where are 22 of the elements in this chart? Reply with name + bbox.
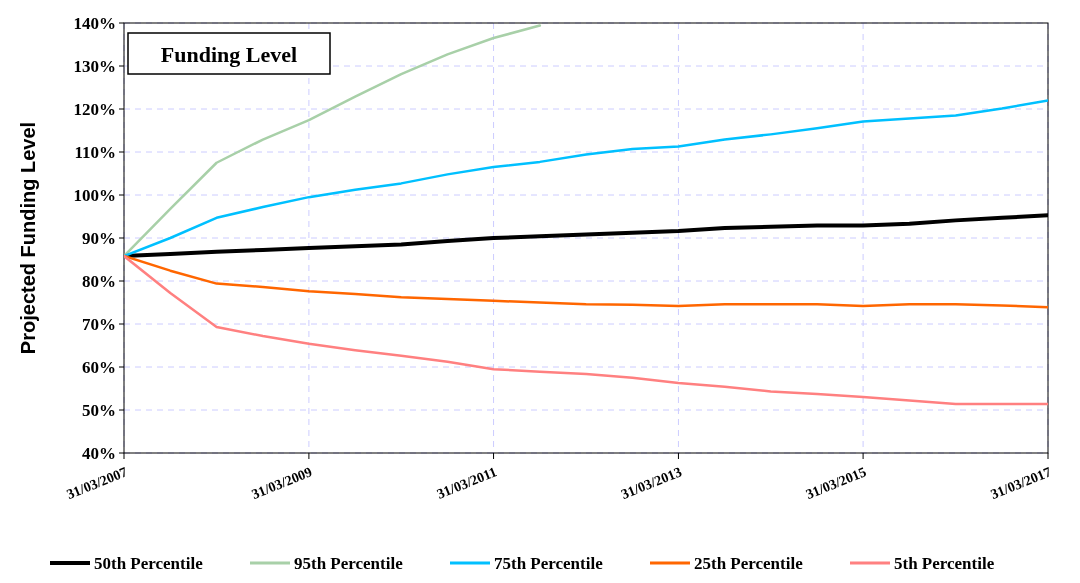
line-series [124, 99, 1048, 258]
y-axis-title: Projected Funding Level [17, 121, 39, 355]
y-tick-label: 130% [73, 56, 116, 76]
legend-label: 95th Percentile [294, 553, 404, 573]
y-tick-label: 100% [73, 185, 116, 205]
y-tick-label: 70% [82, 314, 116, 334]
y-tick-label: 120% [73, 99, 116, 119]
y-tick-label: 60% [82, 357, 116, 377]
line-series [124, 254, 1048, 406]
y-tick-label: 80% [82, 271, 116, 291]
y-tick-label: 50% [82, 400, 116, 420]
y-tick-label: 40% [82, 443, 116, 463]
y-tick-label: 140% [73, 13, 116, 33]
legend-label: 50th Percentile [94, 553, 204, 573]
line-series [124, 24, 542, 258]
legend-label: 5th Percentile [894, 553, 995, 573]
text: Funding Level [160, 41, 298, 67]
line-series [124, 254, 1048, 309]
y-tick-label: 110% [74, 142, 116, 162]
y-tick-label: 90% [82, 228, 116, 248]
legend-label: 25th Percentile [694, 553, 804, 573]
legend-label: 75th Percentile [494, 553, 604, 573]
